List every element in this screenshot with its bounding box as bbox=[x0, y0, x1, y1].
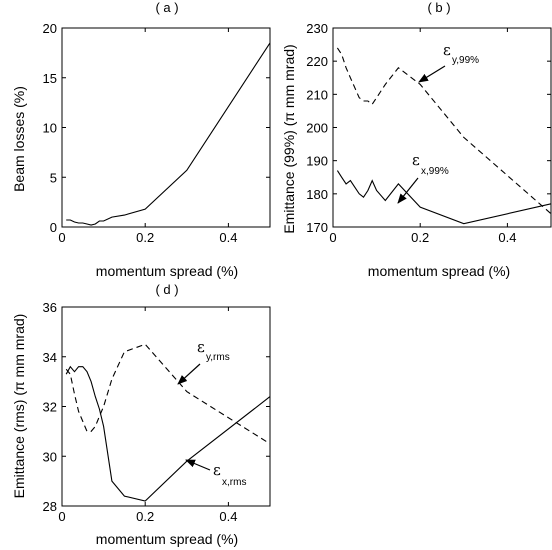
panel-a-ticks: 0 0.2 0.4 0 5 10 15 20 bbox=[43, 21, 270, 245]
panel-a-ylabel: Beam losses (%) bbox=[11, 86, 27, 192]
annotation-eps-y99-arrow bbox=[418, 65, 446, 83]
panel-d-ytick-label: 28 bbox=[43, 499, 57, 514]
panel-d-xtick-label: 0.4 bbox=[219, 509, 237, 524]
panel-b: ( b ) Emittance (99%) (π mm mrad) moment… bbox=[281, 0, 552, 279]
panel-b-ytick-label: 230 bbox=[306, 21, 328, 36]
panel-a-ytick-label: 10 bbox=[43, 121, 57, 136]
annotation-eps-yrms-subscript: y,rms bbox=[206, 352, 230, 363]
annotation-eps-yrms-arrow bbox=[177, 363, 201, 385]
panel-d-xtick-label: 0 bbox=[58, 509, 65, 524]
panel-a-ytick-label: 5 bbox=[50, 170, 57, 185]
annotation-eps-xrms-subscript: x,rms bbox=[222, 477, 246, 488]
panel-b-xlabel: momentum spread (%) bbox=[368, 263, 510, 279]
panel-d-frame bbox=[61, 306, 271, 507]
panel-b-ylabel: Emittance (99%) (π mm mrad) bbox=[281, 44, 297, 233]
panel-a: ( a ) Beam losses (%) momentum spread (%… bbox=[11, 0, 271, 279]
panel-b-xtick-label: 0.2 bbox=[411, 230, 429, 245]
panel-b-series-line-dashed bbox=[336, 47, 552, 215]
panel-b-ytick-label: 200 bbox=[306, 121, 328, 136]
panel-d-ytick-label: 30 bbox=[43, 449, 57, 464]
panel-d: ( d ) Emittance (rms) (π mm mrad) moment… bbox=[11, 282, 271, 547]
panel-b-xtick-label: 0.4 bbox=[498, 230, 516, 245]
panel-b-xtick-label: 0 bbox=[329, 230, 336, 245]
annotation-eps-x99-subscript: x,99% bbox=[421, 166, 449, 177]
annotation-eps-x99-symbol: ε bbox=[412, 151, 420, 169]
panel-b-title: ( b ) bbox=[427, 0, 450, 15]
annotation-eps-yrms-symbol: ε bbox=[197, 338, 205, 356]
panel-d-ticks: 0 0.2 0.4 28 30 32 34 36 bbox=[43, 300, 270, 524]
panel-d-ylabel: Emittance (rms) (π mm mrad) bbox=[11, 314, 27, 499]
annotation-eps-x99: ε x,99% bbox=[397, 151, 449, 204]
panel-a-xlabel: momentum spread (%) bbox=[96, 263, 238, 279]
annotation-eps-xrms-symbol: ε bbox=[213, 461, 221, 479]
panel-b-ytick-label: 220 bbox=[306, 54, 328, 69]
panel-d-series bbox=[65, 343, 271, 502]
panel-b-ytick-label: 170 bbox=[306, 220, 328, 235]
annotation-eps-y99-subscript: y,99% bbox=[452, 55, 479, 66]
panel-a-title: ( a ) bbox=[155, 0, 178, 15]
panel-a-series bbox=[66, 42, 271, 226]
panel-a-xtick-label: 0 bbox=[58, 230, 65, 245]
panel-b-ticks: 0 0.2 0.4 170 180 190 200 210 220 230 bbox=[306, 21, 551, 245]
annotation-eps-y99-symbol: ε bbox=[443, 41, 451, 59]
annotation-eps-xrms: ε x,rms bbox=[185, 459, 246, 488]
panel-d-xlabel: momentum spread (%) bbox=[96, 531, 238, 547]
annotation-eps-yrms: ε y,rms bbox=[177, 338, 230, 385]
annotation-eps-y99: ε y,99% bbox=[418, 41, 479, 83]
panel-d-ytick-label: 34 bbox=[43, 350, 57, 365]
panel-a-xtick-label: 0.4 bbox=[219, 230, 237, 245]
panel-a-frame bbox=[61, 27, 271, 228]
panel-b-series bbox=[336, 47, 552, 225]
panel-d-ytick-label: 32 bbox=[43, 400, 57, 415]
panel-a-series-line-solid bbox=[66, 42, 271, 226]
panel-b-ytick-label: 190 bbox=[306, 154, 328, 169]
panel-a-ytick-label: 15 bbox=[43, 71, 57, 86]
panel-d-series-line-dashed bbox=[65, 343, 271, 445]
panel-b-series-line-solid bbox=[336, 170, 552, 225]
panel-d-ytick-label: 36 bbox=[43, 300, 57, 315]
panel-b-frame bbox=[332, 27, 552, 228]
panel-b-ytick-label: 210 bbox=[306, 87, 328, 102]
panel-b-ytick-label: 180 bbox=[306, 187, 328, 202]
panel-a-xtick-label: 0.2 bbox=[136, 230, 154, 245]
panel-a-ytick-label: 20 bbox=[43, 21, 57, 36]
annotation-eps-xrms-arrow bbox=[185, 459, 211, 471]
panel-d-xtick-label: 0.2 bbox=[136, 509, 154, 524]
panel-a-ytick-label: 0 bbox=[50, 220, 57, 235]
annotation-eps-x99-arrow bbox=[397, 177, 419, 204]
panel-d-series-line-solid bbox=[65, 365, 271, 502]
panel-d-title: ( d ) bbox=[155, 282, 178, 297]
